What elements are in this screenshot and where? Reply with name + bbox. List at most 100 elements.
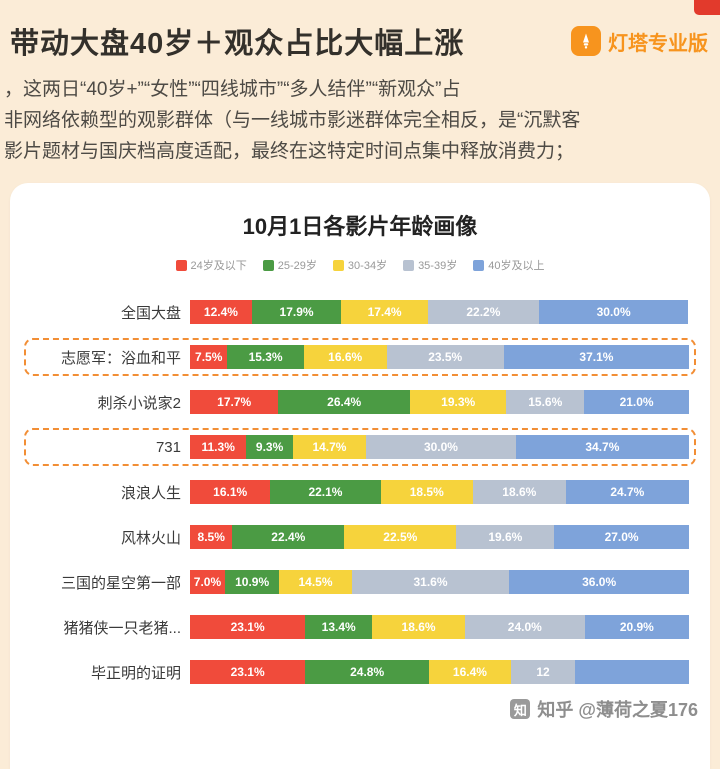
bar-segment: 22.2% xyxy=(428,300,539,324)
bar-segment: 12.4% xyxy=(190,300,252,324)
intro-paragraph: ，这两日“40岁+”“女性”“四线城市”“多人结伴”“新观众”占 非网络依赖型的… xyxy=(0,68,720,167)
beacon-logo-icon xyxy=(571,26,601,56)
legend-swatch-icon xyxy=(262,259,274,271)
bar-segment: 31.6% xyxy=(351,570,510,594)
legend-swatch-icon xyxy=(403,259,415,271)
stacked-bar: 11.3% 9.3% 14.7% 30.0% 34.7% xyxy=(190,435,689,459)
bar-segment: 16.1% xyxy=(190,480,271,504)
bar-segment: 16.4% xyxy=(429,660,511,684)
paragraph-line: 非网络依赖型的观影群体（与一线城市影迷群体完全相反，是“沉默客 xyxy=(4,110,581,131)
bar-segment: 23.1% xyxy=(190,615,306,639)
legend-label: 25-29岁 xyxy=(277,260,317,272)
row-label: 风林火山 xyxy=(120,529,181,547)
bar-segment: 10.9% xyxy=(224,570,280,594)
bar-segment: 24.8% xyxy=(305,660,430,684)
chart-row: 风林火山 8.5% 22.4% 22.5% 19.6% 27.0% xyxy=(24,518,696,556)
bar-segment: 17.4% xyxy=(341,300,428,324)
paragraph-line: 影片题材与国庆档高度适配，最终在这特定时间点集中释放消费力； xyxy=(4,141,575,162)
legend-label: 40岁及以上 xyxy=(488,260,545,272)
bar-segment: 17.9% xyxy=(251,300,342,324)
bar-segment: 26.4% xyxy=(278,390,411,414)
chart-row: 731 11.3% 9.3% 14.7% 30.0% 34.7% xyxy=(24,428,696,466)
bar-segment xyxy=(575,660,689,684)
bar-segment: 13.4% xyxy=(305,615,373,639)
watermark: 知 知乎 @薄荷之夏176 xyxy=(510,696,698,722)
legend-swatch-icon xyxy=(473,259,485,271)
bar-segment: 24.0% xyxy=(464,615,585,639)
bar-segment: 11.3% xyxy=(190,435,247,459)
bar-segment: 20.9% xyxy=(584,615,689,639)
bar-segment: 16.6% xyxy=(303,345,387,369)
chart-row: 猪猪侠一只老猪... 23.1% 13.4% 18.6% 24.0% 20.9% xyxy=(24,608,696,646)
bar-segment: 15.3% xyxy=(227,345,304,369)
corner-red-badge xyxy=(694,0,720,15)
bar-segment: 12 xyxy=(510,660,576,684)
legend: 24岁及以下 25-29岁 30-34岁 35-39岁 40岁及以上 xyxy=(22,257,698,273)
stacked-bar: 16.1% 22.1% 18.5% 18.6% 24.7% xyxy=(190,480,689,504)
chart-row: 浪浪人生 16.1% 22.1% 18.5% 18.6% 24.7% xyxy=(24,473,696,511)
bar-segment: 19.6% xyxy=(456,525,555,549)
bar-segment: 27.0% xyxy=(554,525,689,549)
bar-segment: 24.7% xyxy=(565,480,689,504)
bar-segment: 19.3% xyxy=(410,390,507,414)
stacked-bar: 7.5% 15.3% 16.6% 23.5% 37.1% xyxy=(190,345,689,369)
stacked-bar: 7.0% 10.9% 14.5% 31.6% 36.0% xyxy=(190,570,689,594)
row-label: 志愿军：浴血和平 xyxy=(60,349,181,367)
brand-name: 灯塔专业版 xyxy=(608,32,708,55)
bar-segment: 34.7% xyxy=(515,435,689,459)
bar-segment: 15.6% xyxy=(506,390,585,414)
stacked-bar: 8.5% 22.4% 22.5% 19.6% 27.0% xyxy=(190,525,689,549)
legend-label: 24岁及以下 xyxy=(190,260,247,272)
stacked-bar: 17.7% 26.4% 19.3% 15.6% 21.0% xyxy=(190,390,689,414)
bar-segment: 37.1% xyxy=(503,345,689,369)
watermark-text: 知乎 @薄荷之夏176 xyxy=(537,700,698,720)
legend-label: 30-34岁 xyxy=(347,260,388,272)
chart-title: 10月1日各影片年龄画像 xyxy=(242,214,478,239)
legend-item: 24岁及以下 xyxy=(175,257,247,273)
row-label: 731 xyxy=(155,438,181,456)
chart-row: 毕正明的证明 23.1% 24.8% 16.4% 12 xyxy=(24,653,696,691)
chart-row: 志愿军：浴血和平 7.5% 15.3% 16.6% 23.5% 37.1% xyxy=(24,338,696,376)
bar-segment: 23.5% xyxy=(386,345,504,369)
row-label: 猪猪侠一只老猪... xyxy=(63,619,181,637)
bar-segment: 23.1% xyxy=(190,660,306,684)
row-label: 浪浪人生 xyxy=(120,484,181,502)
bar-segment: 30.0% xyxy=(366,435,516,459)
legend-item: 35-39岁 xyxy=(403,257,457,273)
bar-segment: 14.7% xyxy=(292,435,367,459)
legend-label: 35-39岁 xyxy=(418,260,458,272)
bar-segment: 22.5% xyxy=(344,525,457,549)
chart-row: 全国大盘 12.4% 17.9% 17.4% 22.2% 30.0% xyxy=(24,293,696,331)
row-label: 三国的星空第一部 xyxy=(60,574,181,592)
page-title: 带动大盘40岁＋观众占比大幅上涨 xyxy=(10,28,465,60)
bar-segment: 7.5% xyxy=(190,345,228,369)
bar-segment: 8.5% xyxy=(190,525,233,549)
bar-segment: 21.0% xyxy=(584,390,689,414)
bar-segment: 18.6% xyxy=(472,480,566,504)
bar-segment: 30.0% xyxy=(538,300,689,324)
legend-item: 25-29岁 xyxy=(262,257,317,273)
bar-segment: 18.5% xyxy=(380,480,473,504)
chart-row: 刺杀小说家2 17.7% 26.4% 19.3% 15.6% 21.0% xyxy=(24,383,696,421)
paragraph-line: ，这两日“40岁+”“女性”“四线城市”“多人结伴”“新观众”占 xyxy=(4,79,461,100)
bar-segment: 36.0% xyxy=(509,570,689,594)
chart-rows: 全国大盘 12.4% 17.9% 17.4% 22.2% 30.0% 志愿军：浴血和平 7.5… xyxy=(22,293,698,691)
row-label: 刺杀小说家2 xyxy=(97,394,181,412)
legend-item: 30-34岁 xyxy=(332,257,388,273)
bar-segment: 14.5% xyxy=(279,570,352,594)
legend-swatch-icon xyxy=(332,259,344,271)
brand: 灯塔专业版 xyxy=(571,26,708,56)
legend-swatch-icon xyxy=(175,259,187,271)
chart-card: 10月1日各影片年龄画像 24岁及以下 25-29岁 30-34岁 35-39岁 40岁… xyxy=(10,183,710,769)
chart-row: 三国的星空第一部 7.0% 10.9% 14.5% 31.6% 36.0% xyxy=(24,563,696,601)
bar-segment: 7.0% xyxy=(190,570,225,594)
stacked-bar: 23.1% 24.8% 16.4% 12 xyxy=(190,660,689,684)
stacked-bar: 12.4% 17.9% 17.4% 22.2% 30.0% xyxy=(190,300,689,324)
bar-segment: 9.3% xyxy=(246,435,293,459)
bar-segment: 18.6% xyxy=(372,615,465,639)
bar-segment: 22.4% xyxy=(232,525,345,549)
zhihu-logo-icon: 知 xyxy=(510,699,531,719)
header: 带动大盘40岁＋观众占比大幅上涨 灯塔专业版 xyxy=(0,0,720,68)
row-label: 毕正明的证明 xyxy=(90,664,181,682)
bar-segment: 17.7% xyxy=(190,390,279,414)
